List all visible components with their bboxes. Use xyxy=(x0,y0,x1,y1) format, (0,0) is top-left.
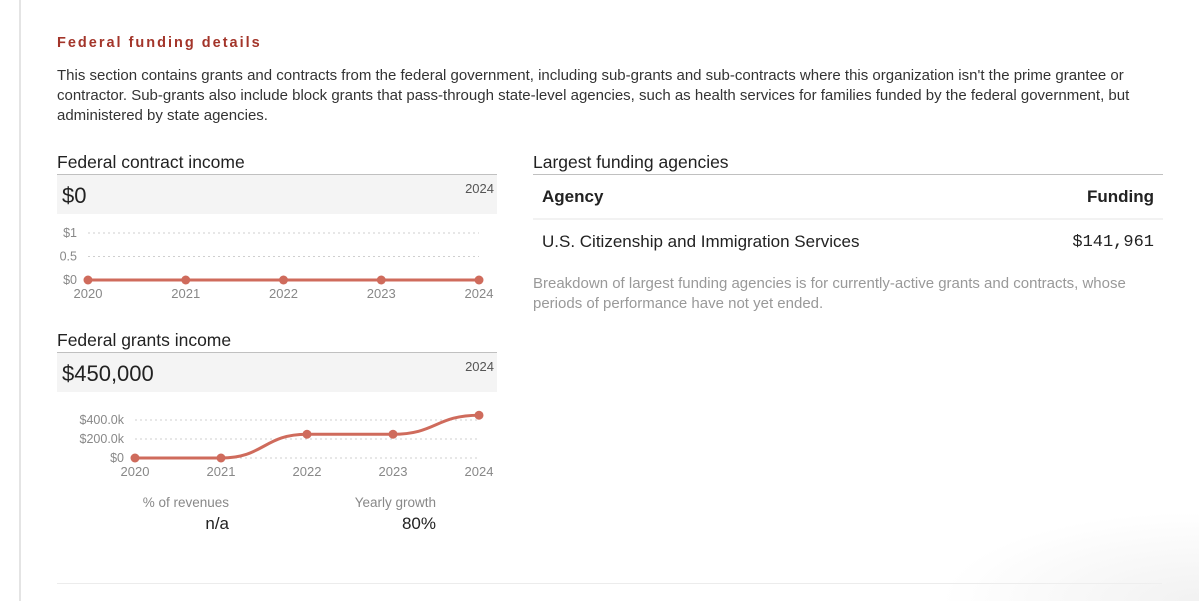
section-intro: This section contains grants and contrac… xyxy=(57,67,1130,124)
agencies-title: Largest funding agencies xyxy=(533,152,729,172)
stat-yearly-growth: Yearly growth 80% xyxy=(300,495,436,534)
data-point xyxy=(83,275,93,285)
data-point xyxy=(181,275,191,285)
x-tick-label: 2020 xyxy=(74,286,103,301)
y-tick-label: $200.0k xyxy=(80,432,125,446)
data-point xyxy=(279,275,288,285)
agencies-header-row: Agency Funding xyxy=(533,174,1163,220)
contract-income-chart: $0 0.5 $1 2020 2021 2022 2023 2024 xyxy=(60,226,494,301)
y-tick-label: $0 xyxy=(110,451,124,465)
x-tick-label: 2020 xyxy=(121,464,150,479)
x-tick-label: 2023 xyxy=(379,464,408,479)
x-tick-label: 2021 xyxy=(207,464,236,479)
agency-funding: $141,961 xyxy=(1072,232,1154,252)
data-point xyxy=(474,410,484,420)
grants-income-chart: $0 $200.0k $400.0k 2020 2021 2022 2023 2024 xyxy=(80,410,494,479)
section-title: Federal funding details xyxy=(57,35,262,51)
agencies-table: Agency Funding U.S. Citizenship and Immi… xyxy=(533,174,1163,262)
stat-label: % of revenues xyxy=(142,495,229,510)
stat-label: Yearly growth xyxy=(354,495,436,510)
column-header-funding: Funding xyxy=(1018,174,1163,220)
agency-name: U.S. Citizenship and Immigration Service… xyxy=(542,232,860,251)
grants-kpi-year: 2024 xyxy=(465,359,494,374)
x-tick-label: 2024 xyxy=(465,464,494,479)
grants-panel-title: Federal grants income xyxy=(57,330,232,350)
data-point xyxy=(130,453,140,463)
x-tick-label: 2022 xyxy=(269,286,298,301)
table-row: U.S. Citizenship and Immigration Service… xyxy=(533,219,1163,262)
data-point xyxy=(388,429,398,439)
left-border xyxy=(19,0,21,601)
grants-kpi-box: $450,000 2024 xyxy=(57,352,497,392)
data-point xyxy=(376,275,386,285)
data-point xyxy=(302,429,312,439)
y-tick-label: 0.5 xyxy=(60,250,77,264)
grants-kpi-value: $450,000 xyxy=(62,361,154,386)
stat-percent-revenues: % of revenues n/a xyxy=(100,495,229,534)
data-point xyxy=(216,453,226,463)
stat-value: 80% xyxy=(401,514,436,533)
y-tick-label: $0 xyxy=(63,273,77,287)
contract-panel-title: Federal contract income xyxy=(57,152,245,172)
x-tick-label: 2021 xyxy=(171,286,200,301)
data-point xyxy=(474,275,484,285)
x-tick-label: 2024 xyxy=(465,286,494,301)
contract-kpi-value: $0 xyxy=(62,183,87,208)
contract-kpi-box: $0 2024 xyxy=(57,174,497,214)
contract-kpi-year: 2024 xyxy=(465,181,494,196)
bottom-divider xyxy=(57,583,1162,584)
y-tick-label: $1 xyxy=(63,226,77,240)
corner-shadow xyxy=(939,511,1199,601)
x-tick-label: 2023 xyxy=(367,286,396,301)
y-tick-label: $400.0k xyxy=(80,413,125,427)
stat-value: n/a xyxy=(205,514,229,533)
column-header-agency: Agency xyxy=(533,174,1019,220)
x-tick-label: 2022 xyxy=(293,464,322,479)
agencies-note: Breakdown of largest funding agencies is… xyxy=(533,275,1126,312)
